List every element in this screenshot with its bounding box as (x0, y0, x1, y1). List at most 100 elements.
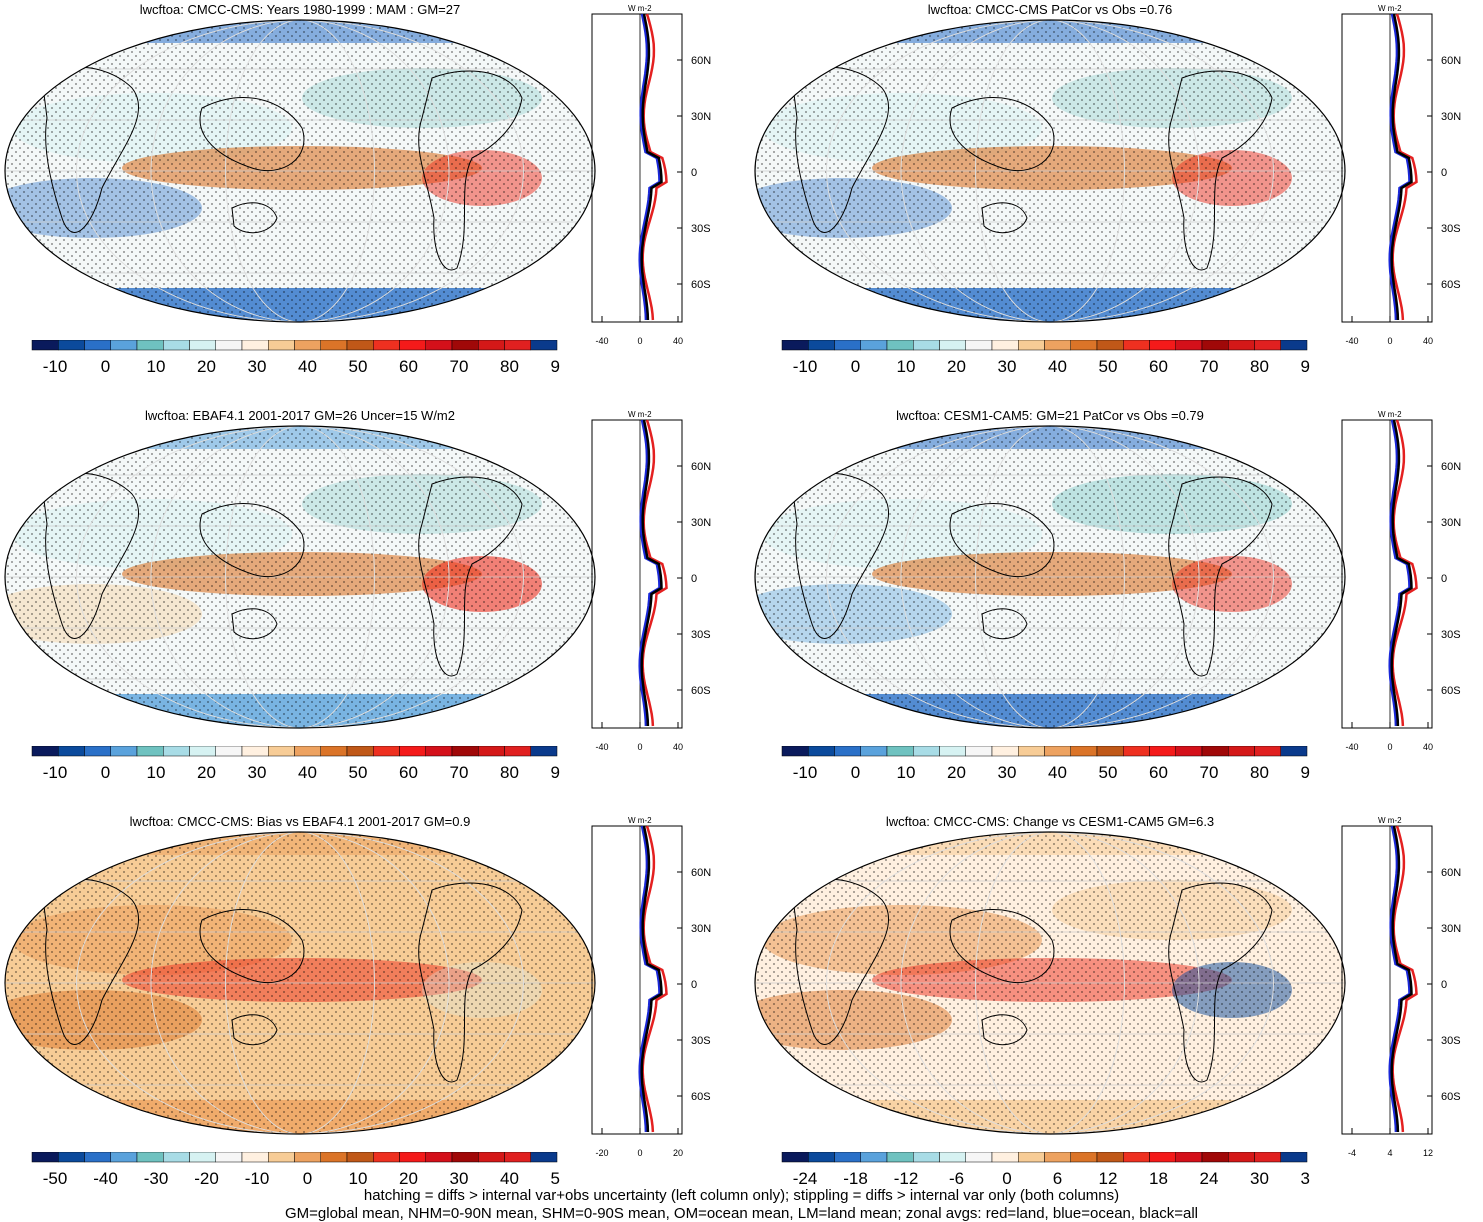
zonal-y-tick-label: 30N (1441, 111, 1461, 123)
colorbar-tick-label: -40 (93, 1169, 118, 1188)
colorbar-tick-label: 70 (450, 357, 469, 376)
zonal-mean-plot: -40 0 40 60N 30N 0 30S 60S W m-2 (1341, 410, 1461, 752)
zonal-x-tick-label: 4 (1387, 1148, 1392, 1158)
colorbar-tick-label: 20 (947, 763, 966, 782)
colorbar-tick-label: 60 (399, 357, 418, 376)
zonal-x-tick-label: 0 (637, 336, 642, 346)
zonal-y-tick-label: 30N (691, 923, 711, 935)
colorbar-tick-label: 30 (248, 357, 267, 376)
zonal-x-tick-label: 0 (637, 742, 642, 752)
zonal-y-tick-label: 60N (1441, 55, 1461, 67)
zonal-y-tick-label: 30S (691, 223, 711, 235)
colorbar-tick-label: 40 (1048, 357, 1067, 376)
zonal-y-tick-label: 0 (691, 979, 697, 991)
colorbar-tick-label: 20 (197, 763, 216, 782)
colorbar-tick-label: -6 (949, 1169, 964, 1188)
zonal-y-tick-label: 0 (1441, 573, 1447, 585)
zonal-x-tick-label: 40 (673, 336, 683, 346)
zonal-y-tick-label: 60S (1441, 685, 1461, 697)
panel-2: lwcftoa: CMCC-CMS PatCor vs Obs =0.76 -4… (750, 0, 1483, 400)
zonal-units-label: W m-2 (628, 816, 652, 825)
colorbar-tick-label: 40 (1048, 763, 1067, 782)
colorbar-tick-label: 10 (147, 357, 166, 376)
zonal-y-tick-label: 30N (1441, 517, 1461, 529)
zonal-y-tick-label: 30S (691, 629, 711, 641)
colorbar-tick-label: 40 (298, 763, 317, 782)
zonal-y-tick-label: 30N (1441, 923, 1461, 935)
colorbar: -50 -40 -30 -20 -10 0 10 20 30 40 50 (31, 1152, 560, 1188)
map-plot (754, 831, 1346, 1135)
zonal-x-tick-label: -4 (1348, 1148, 1356, 1158)
zonal-x-tick-label: -40 (595, 742, 608, 752)
colorbar-tick-label: 50 (349, 763, 368, 782)
colorbar-tick-label: -30 (144, 1169, 169, 1188)
zonal-x-tick-label: -20 (595, 1148, 608, 1158)
colorbar-tick-label: 80 (1250, 763, 1269, 782)
zonal-x-tick-label: 40 (1423, 336, 1433, 346)
colorbar-tick-label: 18 (1149, 1169, 1168, 1188)
zonal-units-label: W m-2 (1378, 816, 1402, 825)
colorbar: -10 0 10 20 30 40 50 60 70 80 90 (781, 340, 1310, 376)
colorbar-tick-label: 0 (101, 763, 110, 782)
map-title: lwcftoa: CMCC-CMS PatCor vs Obs =0.76 (927, 2, 1173, 17)
colorbar-tick-label: 80 (500, 357, 519, 376)
zonal-y-tick-label: 60S (1441, 279, 1461, 291)
colorbar-tick-label: 10 (147, 763, 166, 782)
colorbar-tick-label: -20 (194, 1169, 219, 1188)
colorbar-tick-label: 30 (1250, 1169, 1269, 1188)
zonal-y-tick-label: 60S (691, 279, 711, 291)
colorbar-tick-label: -18 (843, 1169, 868, 1188)
colorbar-tick-label: 0 (303, 1169, 312, 1188)
zonal-x-tick-label: 12 (1423, 1148, 1433, 1158)
colorbar: -10 0 10 20 30 40 50 60 70 80 90 (781, 746, 1310, 782)
colorbar-tick-label: 0 (851, 357, 860, 376)
colorbar-tick-label: 90 (1301, 357, 1310, 376)
colorbar-tick-label: -24 (793, 1169, 818, 1188)
zonal-mean-plot: -40 0 40 60N 30N 0 30S 60S W m-2 (1341, 4, 1461, 346)
footnote-hatching: hatching = diffs > internal var+obs unce… (363, 1187, 1120, 1204)
zonal-x-tick-label: 40 (1423, 742, 1433, 752)
zonal-y-tick-label: 60S (1441, 1091, 1461, 1103)
zonal-y-tick-label: 0 (691, 167, 697, 179)
colorbar-tick-label: 90 (551, 357, 560, 376)
zonal-y-tick-label: 60N (691, 55, 711, 67)
colorbar-tick-label: 10 (897, 763, 916, 782)
zonal-y-tick-label: 0 (1441, 979, 1447, 991)
colorbar-tick-label: 30 (998, 763, 1017, 782)
colorbar-tick-label: 30 (450, 1169, 469, 1188)
colorbar-tick-label: 20 (399, 1169, 418, 1188)
zonal-x-tick-label: -40 (595, 336, 608, 346)
colorbar-tick-label: 30 (248, 763, 267, 782)
zonal-y-tick-label: 30S (691, 1035, 711, 1047)
colorbar-tick-label: 60 (1149, 357, 1168, 376)
colorbar-tick-label: 36 (1301, 1169, 1310, 1188)
colorbar-tick-label: -10 (793, 763, 818, 782)
panel-3: lwcftoa: EBAF4.1 2001-2017 GM=26 Uncer=1… (0, 406, 740, 806)
zonal-mean-plot: -40 0 40 60N 30N 0 30S 60S W m-2 (591, 4, 711, 346)
zonal-y-tick-label: 0 (691, 573, 697, 585)
colorbar-tick-label: 80 (500, 763, 519, 782)
colorbar-tick-label: -10 (43, 357, 68, 376)
colorbar-tick-label: -50 (43, 1169, 68, 1188)
zonal-y-tick-label: 30S (1441, 629, 1461, 641)
zonal-y-tick-label: 60N (691, 461, 711, 473)
map-title: lwcftoa: CMCC-CMS: Bias vs EBAF4.1 2001-… (129, 814, 471, 829)
colorbar-tick-label: 60 (399, 763, 418, 782)
colorbar-tick-label: 10 (897, 357, 916, 376)
zonal-x-tick-label: 40 (673, 742, 683, 752)
colorbar-tick-label: 40 (298, 357, 317, 376)
zonal-units-label: W m-2 (1378, 4, 1402, 13)
colorbar-tick-label: 90 (1301, 763, 1310, 782)
colorbar-tick-label: 50 (551, 1169, 560, 1188)
map-plot (4, 831, 596, 1135)
colorbar-tick-label: 50 (1099, 763, 1118, 782)
zonal-mean-plot: -40 0 40 60N 30N 0 30S 60S W m-2 (591, 410, 711, 752)
zonal-y-tick-label: 30S (1441, 1035, 1461, 1047)
colorbar-tick-label: 0 (851, 763, 860, 782)
panel-1: lwcftoa: CMCC-CMS: Years 1980-1999 : MAM… (0, 0, 740, 400)
map-title: lwcftoa: EBAF4.1 2001-2017 GM=26 Uncer=1… (145, 408, 455, 423)
colorbar-tick-label: 12 (1099, 1169, 1118, 1188)
colorbar-tick-label: 40 (500, 1169, 519, 1188)
zonal-x-tick-label: -40 (1345, 742, 1358, 752)
map-title: lwcftoa: CMCC-CMS: Change vs CESM1-CAM5 … (885, 814, 1215, 829)
